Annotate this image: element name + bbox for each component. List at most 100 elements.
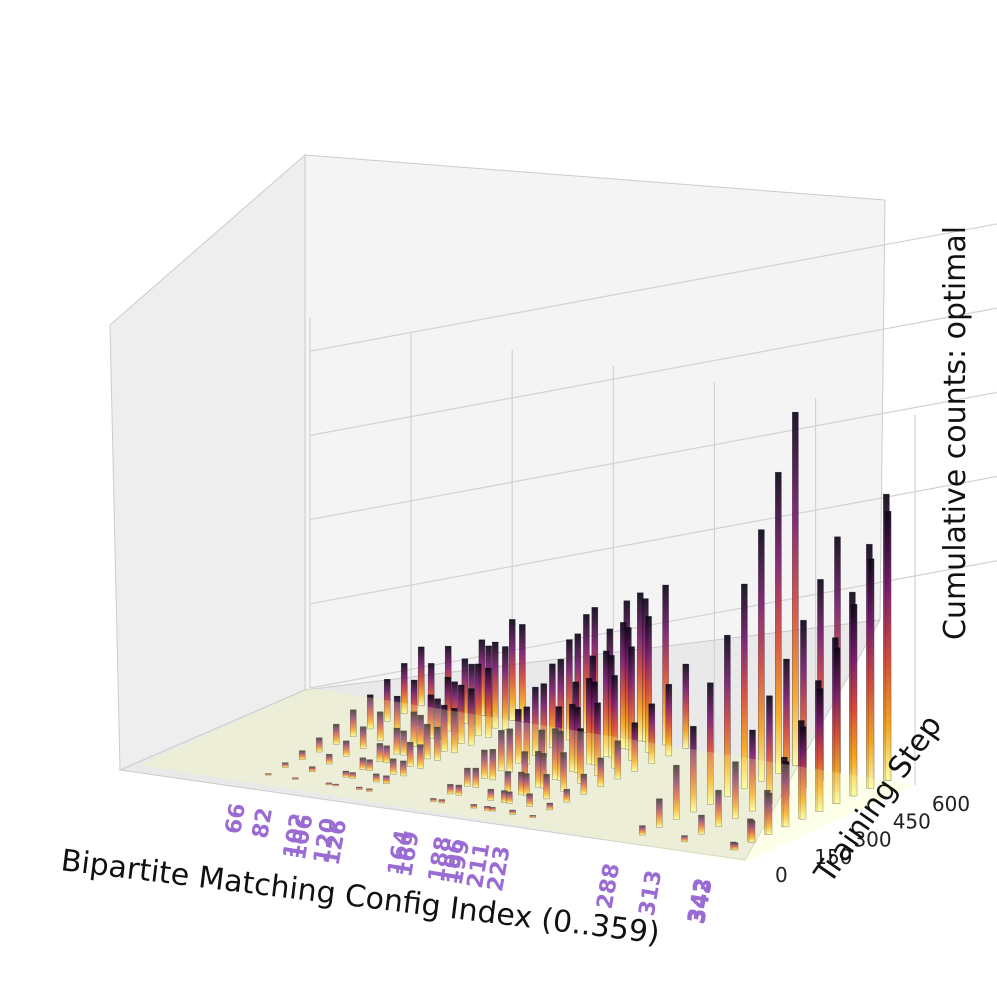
bar-x82: [377, 711, 384, 742]
bar-x196: [637, 592, 644, 742]
bar-x164: [515, 709, 522, 764]
bar-x120: [475, 663, 482, 736]
bar-x82: [309, 766, 316, 772]
bar-x313: [732, 761, 739, 819]
bar-x196: [484, 806, 491, 811]
bar-x199: [489, 807, 496, 812]
bar-x288: [741, 583, 748, 790]
bar-x120: [441, 704, 448, 752]
bar-x82: [326, 754, 333, 765]
bar-x106: [332, 783, 339, 787]
bar-x196: [501, 790, 508, 803]
bar-x126: [400, 760, 407, 777]
bar-x66: [367, 694, 374, 730]
bar-x106: [383, 745, 390, 763]
x-axis-label: Bipartite Matching Config Index (0..359): [59, 843, 662, 951]
y-tick-label: 0: [775, 863, 788, 887]
y-tick-label: 300: [853, 827, 891, 851]
bar-x196: [518, 771, 525, 796]
bar-x66: [299, 750, 306, 760]
bar-x102: [393, 727, 401, 755]
bar-x223: [546, 802, 553, 811]
bar-x120: [373, 773, 380, 783]
bar-x120: [424, 724, 431, 760]
grid-line: [309, 475, 997, 605]
bar-x126: [451, 708, 458, 753]
bar-x343: [748, 820, 756, 843]
bar-x211: [526, 793, 533, 807]
bar-x126: [434, 726, 441, 761]
bar-x288: [639, 825, 646, 836]
x-tick-label: 288: [593, 862, 626, 912]
bar-x223: [648, 703, 655, 764]
bar-x120: [356, 786, 363, 790]
bar-x343: [850, 604, 858, 797]
bar-x126: [485, 667, 492, 738]
bar-x288: [724, 635, 731, 797]
bar-x196: [586, 678, 593, 765]
bar-x164: [481, 749, 488, 779]
bar-x196: [535, 751, 542, 788]
bar-x343: [765, 792, 773, 835]
bar-x66: [401, 663, 408, 714]
bar-x169: [455, 784, 462, 796]
bar-x343: [731, 842, 739, 851]
y-tick-label: 600: [932, 792, 970, 816]
bar-x106: [400, 730, 407, 756]
bar-x66: [316, 737, 323, 753]
bar-x343: [782, 761, 790, 828]
bar-x343: [867, 558, 875, 789]
bar-x223: [529, 815, 536, 818]
bar-x343: [833, 647, 841, 804]
x-tick-label: 313: [635, 868, 668, 918]
bar-x102: [410, 711, 418, 747]
bar-x288: [656, 798, 663, 828]
bar-x169: [472, 767, 479, 788]
bar-x313: [681, 835, 688, 843]
bar-x126: [383, 775, 390, 784]
bar-x82: [360, 726, 367, 749]
y-tick-label: 450: [893, 810, 931, 834]
grid-line: [309, 307, 997, 436]
bar-x288: [775, 472, 782, 774]
bars: [140, 412, 915, 862]
bar-x211: [543, 774, 550, 800]
bar-x288: [690, 726, 697, 813]
bar-x82: [292, 777, 299, 780]
z-axis-label: Cumulative counts: optimal: [938, 226, 973, 640]
bar-x288: [792, 412, 799, 766]
floor-band: [140, 688, 915, 862]
bar-x164: [447, 784, 454, 795]
bar-x169: [489, 749, 496, 781]
bar-x313: [698, 814, 705, 835]
bar-x66: [333, 723, 340, 745]
bar-x102: [359, 757, 367, 770]
bar-x288: [758, 529, 765, 782]
bar-x66: [282, 762, 289, 768]
bar-x66: [350, 709, 357, 737]
bar-x126: [468, 688, 475, 746]
y-tick-label: 150: [814, 845, 852, 869]
bar-x126: [417, 744, 424, 769]
x-tick-label: 66: [221, 802, 251, 837]
bar-x211: [509, 809, 516, 815]
bar-x196: [603, 650, 610, 757]
bar-x106: [366, 759, 373, 771]
bar-x120: [390, 758, 397, 775]
bar-x199: [506, 791, 513, 804]
bar-x126: [502, 646, 509, 730]
bar-x223: [682, 663, 689, 749]
bar-x66: [418, 646, 425, 706]
bar-x223: [631, 722, 638, 772]
bar-x82: [343, 740, 350, 757]
bar-x313: [749, 729, 756, 812]
bar-x102: [342, 770, 350, 778]
bar-x288: [673, 765, 680, 820]
bar-x196: [569, 703, 576, 772]
bar-x343: [816, 688, 824, 812]
bar-x188: [487, 789, 494, 801]
bar-x120: [458, 684, 465, 744]
